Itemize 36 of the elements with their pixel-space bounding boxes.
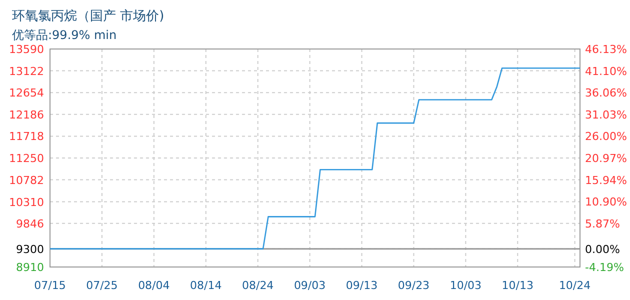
y-tick-label: 10782 (9, 174, 44, 187)
y-tick-label: 11250 (9, 152, 44, 165)
y-tick-label: 9300 (16, 242, 44, 256)
y2-tick-label: 36.06% (585, 86, 627, 100)
x-tick-label: 08/24 (242, 279, 274, 292)
x-tick-label: 10/03 (450, 279, 482, 292)
x-tick-label: 07/15 (34, 279, 66, 292)
x-tick-label: 09/23 (398, 279, 430, 292)
y2-tick-label: 15.94% (585, 174, 627, 187)
y2-tick-label: 10.90% (585, 196, 627, 209)
chart-title: 环氧氯丙烷（国产 市场价) (12, 9, 164, 24)
y-tick-label: 11718 (9, 130, 44, 144)
x-tick-label: 08/14 (190, 279, 222, 292)
y-tick-label: 13590 (9, 43, 44, 56)
x-tick-label: 09/03 (294, 279, 326, 292)
x-tick-label: 10/13 (502, 279, 534, 292)
x-tick-label: 10/24 (558, 279, 591, 292)
y2-tick-label: 41.10% (585, 64, 627, 78)
y-tick-label: 12186 (9, 108, 44, 122)
y2-tick-label: 0.00% (585, 242, 620, 256)
y-tick-label: 8910 (16, 261, 44, 274)
y2-tick-label: 26.00% (585, 130, 627, 144)
y2-tick-label: 31.03% (585, 108, 627, 122)
y2-tick-label: 5.87% (585, 217, 620, 230)
line-series (49, 67, 581, 250)
y2-tick-label: 20.97% (585, 152, 627, 165)
chart-subtitle: 优等品:99.9% min (12, 28, 117, 42)
y-tick-label: 9846 (16, 217, 44, 230)
x-tick-label: 09/13 (346, 279, 378, 292)
y2-tick-label: 46.13% (585, 43, 627, 56)
y-tick-label: 12654 (9, 86, 44, 100)
x-tick-label: 07/25 (86, 279, 118, 292)
x-tick-label: 08/04 (138, 279, 170, 292)
y2-tick-label: -4.19% (585, 261, 624, 274)
y-tick-label: 13122 (9, 64, 44, 78)
y-tick-label: 10310 (9, 196, 44, 209)
